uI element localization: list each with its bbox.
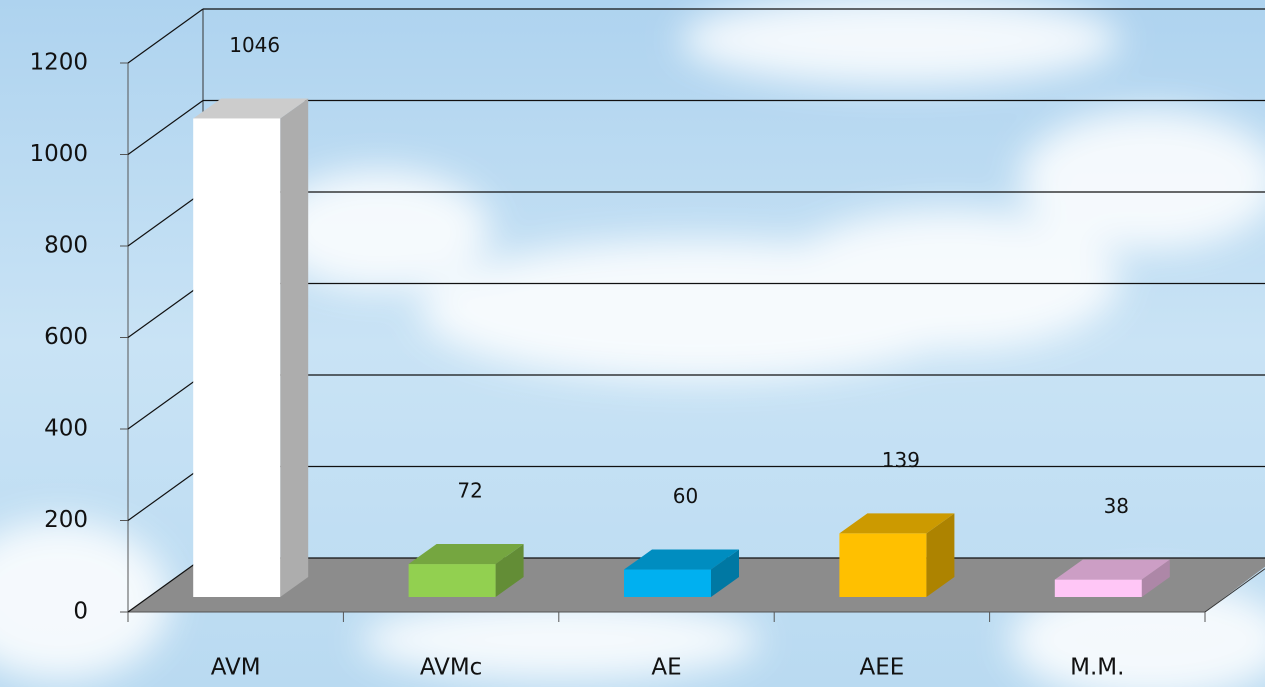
value-label: 139 [882, 448, 920, 472]
y-tick-label: 200 [44, 507, 88, 533]
y-tick-label: 1200 [29, 50, 88, 76]
x-tick-label: AE [651, 655, 681, 681]
bar [1055, 580, 1142, 597]
y-tick-label: 400 [44, 416, 88, 442]
value-label: 1046 [229, 33, 280, 57]
x-tick-label: M.M. [1070, 655, 1124, 681]
x-tick-label: AEE [859, 655, 904, 681]
y-tick-label: 800 [44, 233, 88, 259]
chart: 0 200 400 600 800 1000 1200 AVM 1046 AVMc 72 AE 60 AE… [0, 0, 1265, 687]
x-tick-label: AVM [211, 655, 261, 681]
x-tick-label: AVMc [420, 655, 483, 681]
y-tick-label: 1000 [29, 141, 88, 167]
value-label: 38 [1104, 494, 1129, 518]
y-tick-label: 600 [44, 324, 88, 350]
bar [409, 564, 496, 597]
bar-side [280, 98, 308, 597]
bar [193, 118, 280, 597]
value-label: 72 [457, 479, 482, 503]
bar [839, 533, 926, 597]
y-tick-label: 0 [73, 599, 88, 625]
value-label: 60 [673, 484, 698, 508]
bar [624, 570, 711, 597]
